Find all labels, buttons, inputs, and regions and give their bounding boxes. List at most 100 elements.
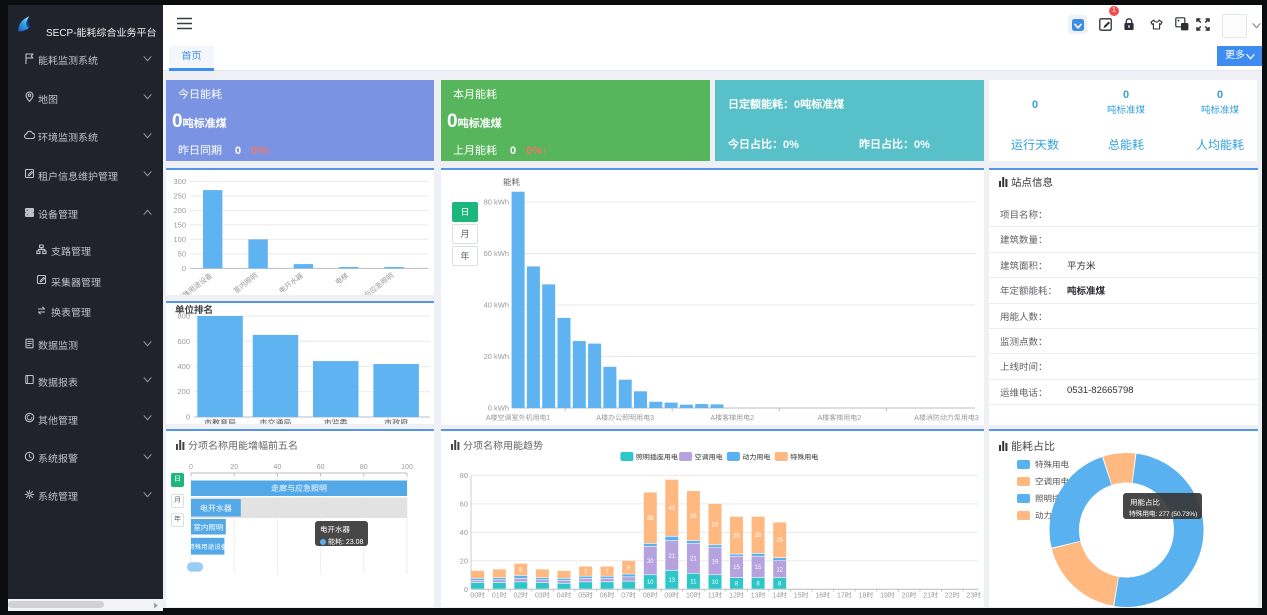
svg-text:40: 40 bbox=[460, 528, 468, 537]
svg-text:特殊用途设备: 特殊用途设备 bbox=[188, 543, 228, 551]
svg-text:电开水器: 电开水器 bbox=[278, 272, 305, 295]
svg-text:25: 25 bbox=[776, 538, 783, 544]
svg-text:室内照明: 室内照明 bbox=[193, 523, 223, 532]
svg-text:20: 20 bbox=[460, 556, 468, 565]
svg-text:室内照明: 室内照明 bbox=[232, 272, 259, 295]
svg-text:19时: 19时 bbox=[880, 592, 895, 600]
svg-text:200: 200 bbox=[173, 206, 186, 215]
svg-text:19: 19 bbox=[712, 560, 719, 566]
svg-text:A楼消防动力泵用电3: A楼消防动力泵用电3 bbox=[914, 414, 979, 422]
svg-text:市交通局: 市交通局 bbox=[259, 419, 291, 425]
svg-text:空调用电: 空调用电 bbox=[1035, 477, 1070, 487]
svg-text:40: 40 bbox=[274, 464, 282, 471]
svg-text:20 kWh: 20 kWh bbox=[484, 352, 509, 361]
svg-text:26: 26 bbox=[733, 534, 740, 540]
svg-text:0: 0 bbox=[464, 585, 468, 594]
svg-text:7: 7 bbox=[584, 570, 588, 576]
svg-text:200: 200 bbox=[177, 387, 190, 396]
svg-text:80: 80 bbox=[460, 471, 468, 480]
svg-text:8: 8 bbox=[778, 582, 782, 588]
svg-text:动力用电: 动力用电 bbox=[742, 454, 770, 462]
svg-text:照明插座用电: 照明插座用电 bbox=[636, 454, 678, 462]
svg-text:600: 600 bbox=[177, 337, 190, 346]
svg-text:100: 100 bbox=[173, 235, 186, 244]
svg-text:市教育局: 市教育局 bbox=[204, 419, 236, 425]
svg-text:20: 20 bbox=[647, 559, 654, 565]
svg-text:16时: 16时 bbox=[815, 592, 830, 600]
svg-text:80 kWh: 80 kWh bbox=[484, 198, 509, 207]
svg-text:10时: 10时 bbox=[686, 592, 701, 600]
svg-text:空调用电: 空调用电 bbox=[695, 454, 723, 462]
svg-text:22时: 22时 bbox=[945, 592, 960, 600]
svg-text:60: 60 bbox=[317, 464, 325, 471]
svg-text:特殊用电: 特殊用电 bbox=[790, 454, 818, 462]
svg-text:11: 11 bbox=[690, 580, 697, 586]
svg-text:21: 21 bbox=[668, 554, 675, 560]
svg-text:18时: 18时 bbox=[859, 592, 874, 600]
svg-text:21: 21 bbox=[690, 557, 697, 563]
svg-text:14时: 14时 bbox=[772, 592, 787, 600]
svg-text:800: 800 bbox=[177, 312, 190, 321]
svg-text:60 kWh: 60 kWh bbox=[484, 249, 509, 258]
svg-text:10: 10 bbox=[647, 580, 654, 586]
svg-text:04时: 04时 bbox=[557, 592, 572, 600]
svg-text:07时: 07时 bbox=[621, 592, 636, 600]
svg-text:29: 29 bbox=[712, 523, 719, 529]
svg-text:150: 150 bbox=[173, 220, 186, 229]
svg-text:26: 26 bbox=[755, 533, 762, 539]
svg-text:40: 40 bbox=[668, 506, 675, 512]
svg-text:市监委: 市监委 bbox=[324, 419, 348, 425]
svg-text:35: 35 bbox=[690, 514, 697, 520]
svg-text:08时: 08时 bbox=[643, 592, 658, 600]
svg-text:40 kWh: 40 kWh bbox=[484, 301, 509, 310]
svg-text:15时: 15时 bbox=[794, 592, 809, 600]
svg-text:0: 0 bbox=[186, 413, 190, 422]
svg-text:03时: 03时 bbox=[535, 592, 550, 600]
svg-text:A楼办公照明用电3: A楼办公照明用电3 bbox=[596, 414, 654, 422]
svg-text:A楼空调室外机用电1: A楼空调室外机用电1 bbox=[486, 414, 551, 422]
svg-text:300: 300 bbox=[173, 177, 186, 186]
svg-text:06时: 06时 bbox=[600, 592, 615, 600]
svg-text:7: 7 bbox=[605, 570, 609, 576]
svg-text:8: 8 bbox=[519, 568, 523, 574]
svg-text:0: 0 bbox=[189, 464, 193, 471]
svg-text:A楼客梯用电2: A楼客梯用电2 bbox=[818, 414, 862, 422]
svg-text:电开水器: 电开水器 bbox=[200, 504, 232, 513]
svg-text:9: 9 bbox=[627, 566, 631, 572]
svg-text:13: 13 bbox=[668, 578, 675, 584]
svg-text:50: 50 bbox=[178, 249, 186, 258]
svg-text:12时: 12时 bbox=[729, 592, 744, 600]
svg-text:A楼客梯用电2: A楼客梯用电2 bbox=[711, 414, 755, 422]
svg-text:00时: 00时 bbox=[470, 592, 485, 600]
svg-text:走廊与应急照明: 走廊与应急照明 bbox=[352, 272, 396, 295]
svg-text:15: 15 bbox=[755, 565, 762, 571]
svg-text:12: 12 bbox=[776, 567, 783, 573]
svg-text:250: 250 bbox=[173, 191, 186, 200]
svg-text:23时: 23时 bbox=[966, 592, 981, 600]
svg-text:100: 100 bbox=[401, 464, 413, 471]
svg-text:8: 8 bbox=[735, 582, 739, 588]
svg-text:11时: 11时 bbox=[708, 592, 722, 600]
svg-text:10: 10 bbox=[712, 580, 719, 586]
svg-text:09时: 09时 bbox=[664, 592, 679, 600]
svg-text:0 kWh: 0 kWh bbox=[488, 404, 509, 413]
svg-text:17时: 17时 bbox=[837, 592, 852, 600]
svg-text:400: 400 bbox=[177, 362, 190, 371]
svg-text:02时: 02时 bbox=[513, 592, 528, 600]
svg-text:走廊与应急照明: 走廊与应急照明 bbox=[271, 484, 327, 493]
svg-text:36: 36 bbox=[647, 516, 654, 522]
svg-text:15: 15 bbox=[733, 565, 740, 571]
svg-text:13时: 13时 bbox=[751, 592, 766, 600]
svg-text:8: 8 bbox=[756, 582, 760, 588]
svg-text:05时: 05时 bbox=[578, 592, 593, 600]
svg-text:0: 0 bbox=[182, 264, 186, 273]
svg-text:60: 60 bbox=[460, 499, 468, 508]
svg-text:80: 80 bbox=[360, 464, 368, 471]
svg-text:市政府: 市政府 bbox=[384, 419, 408, 425]
svg-text:特殊用途设备: 特殊用途设备 bbox=[176, 272, 214, 295]
svg-text:20: 20 bbox=[230, 464, 238, 471]
svg-text:特殊用电: 特殊用电 bbox=[1035, 460, 1070, 470]
svg-text:20时: 20时 bbox=[902, 592, 917, 600]
svg-text:电梯: 电梯 bbox=[334, 272, 350, 287]
svg-text:01时: 01时 bbox=[492, 592, 507, 600]
